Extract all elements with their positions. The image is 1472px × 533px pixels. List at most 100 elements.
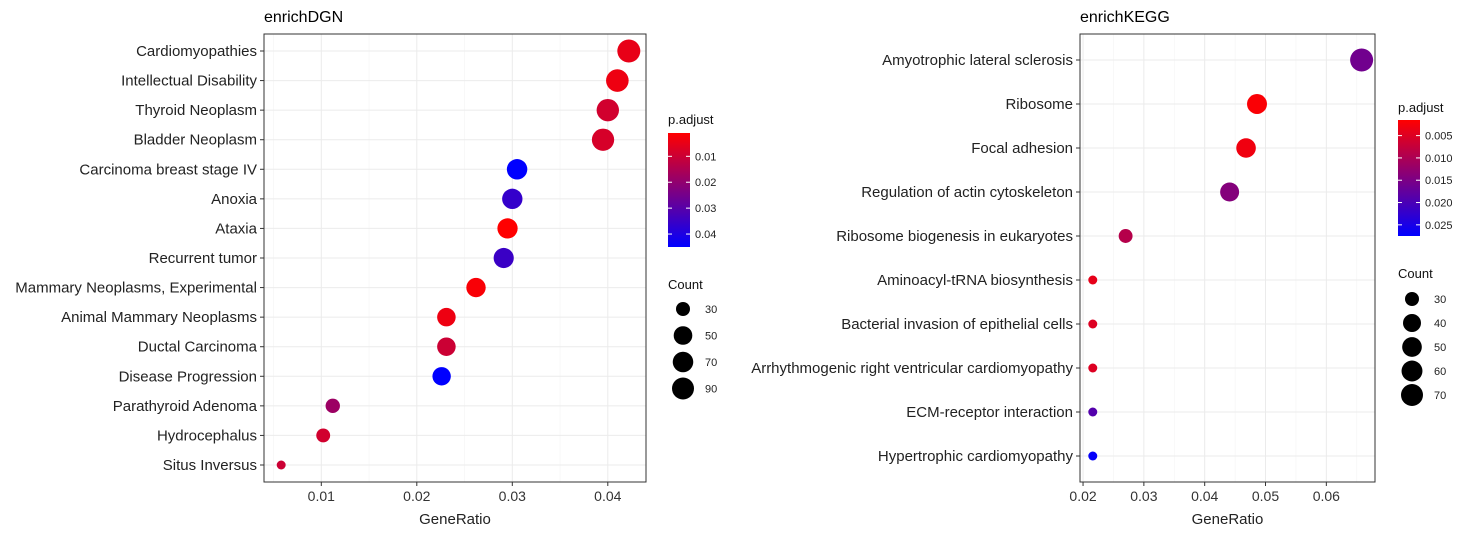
point-animal-mammary-neoplasms bbox=[437, 307, 456, 327]
x-axis-title: GeneRatio bbox=[419, 511, 491, 528]
point-bladder-neoplasm bbox=[591, 128, 615, 151]
point-hypertrophic-cardiomyopathy bbox=[1088, 451, 1098, 461]
size-legend-key bbox=[676, 302, 690, 316]
point-anoxia bbox=[502, 188, 523, 210]
size-legend-label: 70 bbox=[1434, 390, 1446, 402]
category-label: Ribosome bbox=[1005, 96, 1073, 113]
x-tick-label: 0.04 bbox=[1191, 488, 1218, 504]
colorbar bbox=[668, 133, 690, 247]
colorbar-label: 0.02 bbox=[695, 177, 716, 189]
category-label: Bacterial invasion of epithelial cells bbox=[841, 316, 1073, 333]
plot-panel bbox=[1080, 34, 1375, 482]
category-label: Focal adhesion bbox=[971, 140, 1073, 157]
x-tick-label: 0.03 bbox=[499, 488, 526, 504]
size-legend-key bbox=[1402, 337, 1422, 357]
size-legend-label: 30 bbox=[705, 304, 717, 316]
panel-border bbox=[1079, 33, 1376, 483]
point-parathyroid-adenoma bbox=[325, 398, 340, 414]
category-label: Ataxia bbox=[215, 220, 257, 237]
point-disease-progression bbox=[432, 367, 451, 386]
category-label: Intellectual Disability bbox=[121, 73, 257, 90]
category-label: Mammary Neoplasms, Experimental bbox=[15, 280, 257, 297]
colorbar-label: 0.020 bbox=[1425, 198, 1453, 210]
category-label: Bladder Neoplasm bbox=[134, 132, 257, 149]
x-tick-label: 0.01 bbox=[308, 488, 335, 504]
point-thyroid-neoplasm bbox=[596, 98, 619, 122]
size-legend-key bbox=[672, 351, 694, 373]
category-label: Recurrent tumor bbox=[149, 250, 257, 267]
category-label: Aminoacyl-tRNA biosynthesis bbox=[877, 272, 1073, 289]
point-regulation-of-actin-cytoskeleton bbox=[1220, 182, 1240, 202]
x-tick-label: 0.02 bbox=[1069, 488, 1096, 504]
x-tick-label: 0.05 bbox=[1252, 488, 1279, 504]
colorbar-label: 0.025 bbox=[1425, 220, 1453, 232]
category-label: Situs Inversus bbox=[163, 457, 257, 474]
category-label: Hydrocephalus bbox=[157, 427, 257, 444]
colorbar bbox=[1398, 120, 1420, 236]
category-label: Parathyroid Adenoma bbox=[113, 398, 258, 415]
size-legend-title: Count bbox=[1398, 266, 1433, 281]
point-ductal-carcinoma bbox=[437, 337, 456, 356]
category-label: Ribosome biogenesis in eukaryotes bbox=[836, 228, 1073, 245]
category-label: Anoxia bbox=[211, 191, 258, 208]
category-label: Ductal Carcinoma bbox=[138, 339, 258, 356]
size-legend-key bbox=[1401, 360, 1423, 382]
category-label: Hypertrophic cardiomyopathy bbox=[878, 448, 1074, 465]
point-ecm-receptor-interaction bbox=[1088, 407, 1098, 417]
point-hydrocephalus bbox=[316, 428, 331, 443]
x-tick-label: 0.06 bbox=[1313, 488, 1340, 504]
size-legend-label: 70 bbox=[705, 357, 717, 369]
enrichdgn-chart: enrichDGN Cardiomyopathies Intellectual Di… bbox=[15, 9, 717, 528]
size-legend-label: 30 bbox=[1434, 294, 1446, 306]
category-label: Thyroid Neoplasm bbox=[135, 102, 257, 119]
size-legend-key bbox=[672, 377, 694, 400]
point-recurrent-tumor bbox=[493, 247, 514, 269]
category-label: ECM-receptor interaction bbox=[906, 404, 1073, 421]
size-legend-key bbox=[1403, 314, 1421, 332]
x-tick-label: 0.02 bbox=[403, 488, 430, 504]
point-focal-adhesion bbox=[1236, 138, 1256, 158]
colorbar-label: 0.005 bbox=[1425, 131, 1453, 143]
colorbar-label: 0.04 bbox=[695, 229, 716, 241]
point-amyotrophic-lateral-sclerosis bbox=[1350, 48, 1374, 72]
size-legend-label: 60 bbox=[1434, 366, 1446, 378]
size-legend-label: 40 bbox=[1434, 318, 1446, 330]
chart-title: enrichDGN bbox=[264, 9, 343, 26]
point-ribosome bbox=[1247, 94, 1267, 114]
point-arrhythmogenic-right-ventricular-cardiomyopathy bbox=[1088, 363, 1098, 373]
point-ribosome-biogenesis-in-eukaryotes bbox=[1118, 229, 1133, 243]
category-label: Cardiomyopathies bbox=[136, 43, 257, 60]
colorbar-label: 0.03 bbox=[695, 203, 716, 215]
category-label: Animal Mammary Neoplasms bbox=[61, 309, 257, 326]
category-label: Carcinoma breast stage IV bbox=[79, 161, 257, 178]
point-aminoacyl-trna-biosynthesis bbox=[1088, 275, 1098, 285]
color-legend-title: p.adjust bbox=[668, 112, 714, 127]
size-legend-key bbox=[1405, 292, 1419, 306]
colorbar-label: 0.010 bbox=[1425, 153, 1453, 165]
point-ataxia bbox=[497, 218, 518, 239]
size-legend-key bbox=[1401, 384, 1423, 406]
point-intellectual-disability bbox=[606, 69, 629, 92]
size-legend-label: 90 bbox=[705, 384, 717, 396]
point-situs-inversus bbox=[276, 460, 286, 470]
point-mammary-neoplasms-experimental bbox=[466, 277, 486, 298]
point-cardiomyopathies bbox=[617, 39, 641, 63]
point-bacterial-invasion-of-epithelial-cells bbox=[1088, 319, 1098, 329]
x-tick-label: 0.03 bbox=[1130, 488, 1157, 504]
category-label: Arrhythmogenic right ventricular cardiom… bbox=[751, 360, 1073, 377]
enrichkegg-chart: enrichKEGG Amyotrophic lateral sclerosis R… bbox=[751, 9, 1452, 528]
size-legend-title: Count bbox=[668, 277, 703, 292]
category-label: Regulation of actin cytoskeleton bbox=[861, 184, 1073, 201]
category-label: Disease Progression bbox=[119, 368, 257, 385]
chart-title: enrichKEGG bbox=[1080, 9, 1170, 26]
size-legend-key bbox=[673, 326, 693, 345]
x-tick-label: 0.04 bbox=[594, 488, 621, 504]
point-carcinoma-breast-stage-iv bbox=[506, 159, 528, 180]
x-axis-title: GeneRatio bbox=[1192, 511, 1264, 528]
size-legend-label: 50 bbox=[705, 331, 717, 343]
category-label: Amyotrophic lateral sclerosis bbox=[882, 52, 1073, 69]
color-legend-title: p.adjust bbox=[1398, 100, 1444, 115]
colorbar-label: 0.01 bbox=[695, 151, 716, 163]
colorbar-label: 0.015 bbox=[1425, 175, 1453, 187]
